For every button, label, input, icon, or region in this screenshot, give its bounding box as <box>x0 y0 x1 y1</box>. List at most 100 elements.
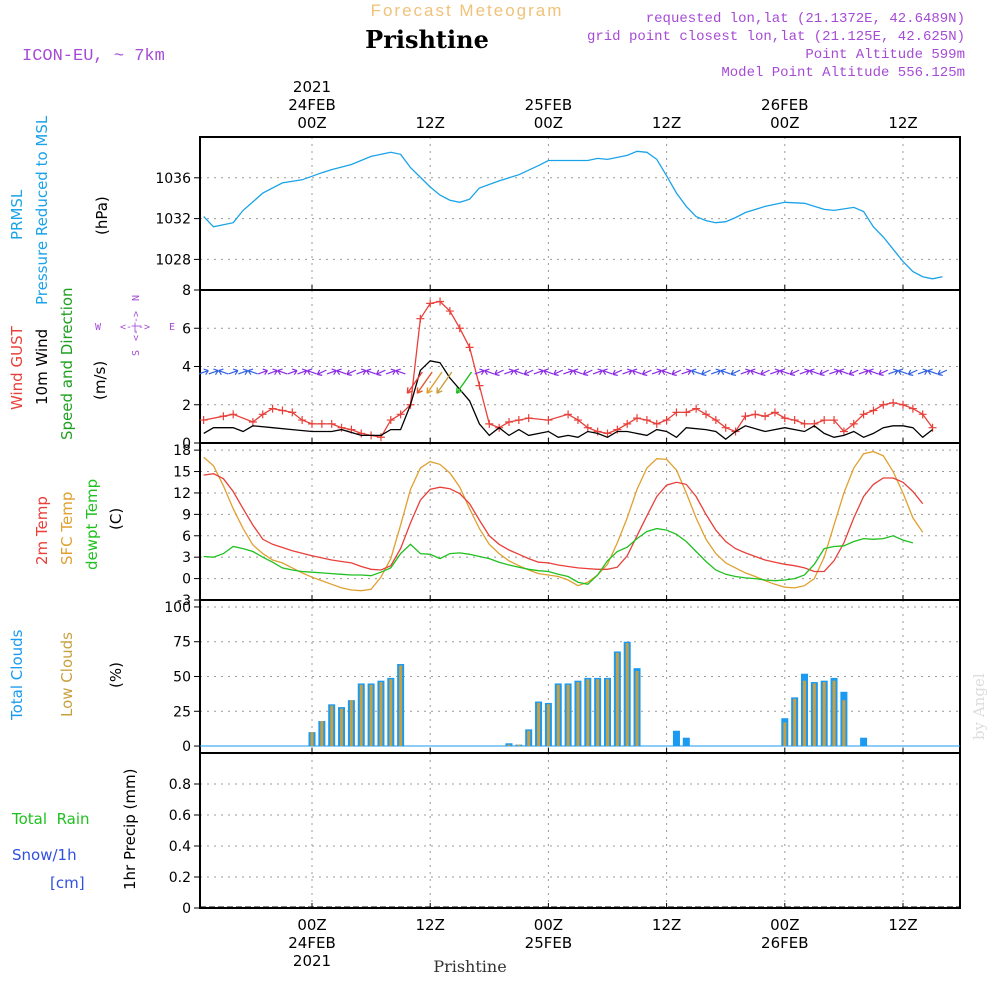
wind-direction-arrow <box>198 368 209 376</box>
gust-marker <box>278 406 287 415</box>
precipitation-ytick-label: 0.8 <box>169 777 191 793</box>
wind-direction-arrow <box>888 368 899 376</box>
wind-direction-arrow-shape <box>474 368 485 376</box>
wind-direction-arrow <box>238 368 249 376</box>
gust-marker <box>465 343 474 352</box>
strong-wind-arrow-shape <box>416 371 433 394</box>
low-cloud-bar <box>537 702 541 747</box>
wind-direction-arrow-shape <box>484 368 495 376</box>
wind-direction-arrow-shape <box>740 368 751 376</box>
requested-coords: requested lon,lat (21.1372E, 42.6489N) <box>646 11 965 27</box>
low-clouds-label: Low Clouds <box>58 632 76 717</box>
low-cloud-bar <box>615 652 619 747</box>
wind-direction-arrow <box>602 368 613 376</box>
top-time-label: 00Z <box>297 114 326 132</box>
wind-direction-arrow <box>474 368 485 376</box>
wind-direction-arrow <box>720 368 731 376</box>
wind-direction-arrow <box>356 368 367 376</box>
point-altitude: Point Altitude 599m <box>805 47 965 63</box>
temperature-panel-frame <box>199 442 961 601</box>
wind-direction-arrow-shape <box>504 368 515 376</box>
strong-wind-arrow-shape <box>426 371 443 394</box>
gust-marker <box>436 297 445 306</box>
gust-marker <box>908 404 917 413</box>
wind-direction-arrow-shape <box>494 369 504 376</box>
gust-marker <box>633 414 642 423</box>
gust-marker <box>386 416 395 425</box>
wind-direction-arrow <box>710 368 722 376</box>
credit-watermark: by Angel <box>970 673 988 740</box>
wind-direction-arrow <box>208 368 219 376</box>
wind-direction-arrow-shape <box>208 368 219 376</box>
wind-direction-arrow <box>917 368 928 376</box>
top-date-label: 25FEB <box>525 96 572 114</box>
wind-direction-arrow <box>897 368 908 376</box>
total-cloud-bar <box>860 737 868 747</box>
bottom-time-label: 12Z <box>416 916 445 934</box>
wind-direction-arrow-shape <box>375 369 386 376</box>
wind-direction-arrow-shape <box>612 369 623 376</box>
wind-direction-arrow <box>690 368 702 376</box>
gust-marker <box>849 419 858 428</box>
wind-direction-arrow <box>336 368 347 376</box>
wind-direction-arrow-shape <box>218 368 229 376</box>
wind-direction-arrow <box>504 368 515 376</box>
strong-wind-arrow <box>406 371 423 394</box>
gust-marker <box>426 299 435 308</box>
wind-direction-arrow-shape <box>592 368 603 376</box>
gust-marker <box>219 412 228 421</box>
wind-direction-arrow <box>395 368 406 376</box>
wind-direction-arrow <box>306 368 317 376</box>
clouds-ytick-label: 75 <box>173 635 191 651</box>
wind-direction-arrow <box>622 368 633 376</box>
pressure-line <box>203 150 943 280</box>
wind-direction-arrow <box>257 368 268 376</box>
wind-direction-arrow <box>316 369 327 376</box>
precipitation-panel-frame <box>199 752 961 909</box>
wind-labels: Wind GUST 10m Wind Speed and Direction (… <box>8 287 175 440</box>
wind-direction-arrow <box>848 369 859 376</box>
clouds-ytick-label: 100 <box>164 600 191 616</box>
wind-direction-arrow-shape <box>631 368 642 376</box>
wind-direction-arrow-shape <box>858 368 869 376</box>
wind-direction-arrow-shape <box>228 368 239 376</box>
bottom-time-label: 00Z <box>534 916 563 934</box>
wind-direction-arrow <box>572 368 583 376</box>
temp-2m-line <box>203 473 924 573</box>
wind-direction-arrow-shape <box>779 368 790 376</box>
wind-direction-arrow-shape <box>700 369 711 376</box>
wind-direction-arrow-shape <box>395 368 406 376</box>
bottom-date-label: 25FEB <box>525 934 572 952</box>
temp-sfc-label: SFC Temp <box>58 492 76 565</box>
wind-direction-arrow-shape <box>287 368 298 376</box>
gust-marker <box>751 410 760 419</box>
temperature-ytick-label: 3 <box>182 550 191 566</box>
wind-direction-arrow <box>868 368 879 376</box>
top-time-label: 12Z <box>652 114 681 132</box>
wind-direction-arrow <box>799 368 810 376</box>
strong-wind-arrow-shape <box>406 371 423 394</box>
pressure-unit: (hPa) <box>93 196 111 235</box>
wind-direction-arrow <box>553 369 564 376</box>
compass-e: E <box>169 322 175 333</box>
temp-dewpt-label: dewpt Temp <box>83 479 101 570</box>
wind-direction-arrow-shape <box>238 368 249 376</box>
wind-direction-arrow <box>612 369 623 376</box>
wind-direction-arrow-shape <box>937 369 948 376</box>
data-layer <box>198 150 960 908</box>
wind-direction-arrow <box>582 369 593 376</box>
wind-direction-arrow-shape <box>582 369 593 376</box>
gust-marker <box>573 416 582 425</box>
gust-marker <box>524 414 533 423</box>
wind-direction-arrow <box>287 368 298 376</box>
wind-ytick-label: 8 <box>182 283 191 299</box>
top-date-label: 24FEB <box>288 96 335 114</box>
wind-direction-arrow <box>681 368 692 376</box>
gust-marker <box>396 410 405 419</box>
gust-marker <box>258 410 267 419</box>
wind-direction-arrow <box>385 368 397 376</box>
gust-marker <box>248 417 257 426</box>
gust-marker <box>564 410 573 419</box>
wind-direction-arrow-shape <box>247 368 258 376</box>
precip-unit: 1hr Precip (mm) <box>121 769 139 890</box>
